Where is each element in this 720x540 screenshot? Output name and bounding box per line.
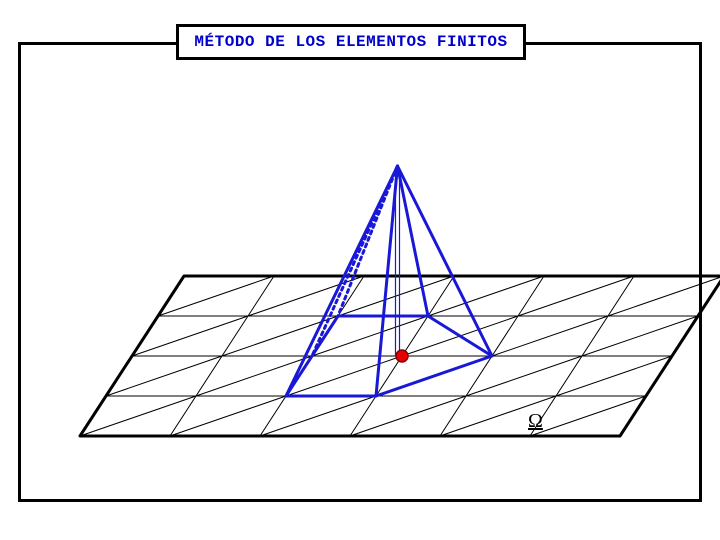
slide-canvas: MÉTODO DE LOS ELEMENTOS FINITOS Ω [0,0,720,540]
title-box: MÉTODO DE LOS ELEMENTOS FINITOS [176,24,526,60]
basis-node-marker [396,350,408,362]
basis-visible-edges [286,166,492,396]
omega-label: Ω [528,410,543,433]
title-text: MÉTODO DE LOS ELEMENTOS FINITOS [194,33,507,51]
fem-diagram [0,0,720,540]
